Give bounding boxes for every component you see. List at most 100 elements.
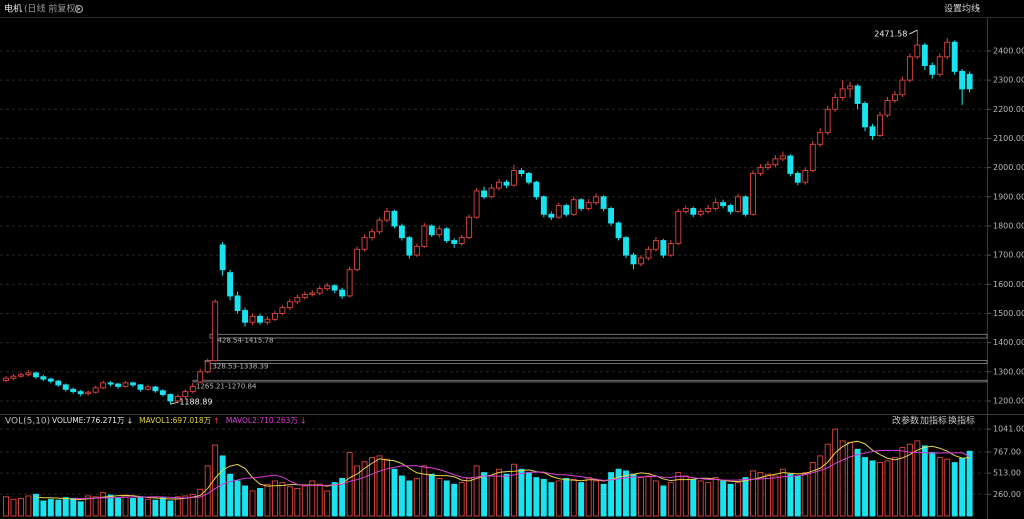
candle-body [294,296,301,303]
candle-body [645,248,652,259]
candle-body [623,237,629,256]
ma-settings[interactable]: 设置均线 [944,3,980,15]
volume-bar [652,480,659,517]
candle-body [899,79,906,96]
candle-body [660,240,667,256]
volume-bar [227,473,234,517]
candle-body [847,85,854,90]
volume-bar [832,428,839,517]
volume-bar [750,470,756,517]
volume-bar [249,490,256,517]
candle-body [794,173,801,183]
candle-body [570,199,577,215]
volume-bar [413,477,420,517]
volume-bar [787,473,794,517]
candle-body [690,208,697,215]
candle-body [204,361,211,373]
candle-body [152,386,159,392]
legend-entry: MAVOL2:710.263万 [226,416,299,425]
volume-bar [600,483,607,517]
volume-bar [271,480,278,517]
candle-body [914,44,921,58]
candle-body [802,170,809,183]
candle-body [219,244,226,271]
candle-body [55,380,62,386]
volume-bar [219,455,226,517]
volume-bar [361,461,368,517]
y-tick-label: 2100.00 [993,134,1024,143]
volume-bar [794,475,801,517]
button[interactable]: 加指标 [920,415,947,427]
gear-center[interactable] [77,7,81,11]
candle-body [809,143,816,171]
volume-legend: VOLUME:776.271万 ↓ MAVOL1:697.018万 ↑ MAVOL2:7… [52,416,307,426]
volume-bar [182,495,189,517]
candle-body [667,243,674,256]
volume-bar [593,480,600,517]
volume-bar [757,472,764,517]
legend-trend: ↓ [300,417,307,426]
candle-body [772,158,779,166]
candle-body [271,313,278,320]
candle-body [107,382,114,385]
candle-body [257,315,263,323]
volume-bar [481,472,488,517]
volume-bar [391,468,398,517]
candle-body [331,285,338,291]
volume-bar [32,493,39,517]
candle-body [929,65,936,75]
candle-body [391,210,398,227]
candle-body [481,190,488,198]
gear[interactable] [74,4,84,14]
candle-body [891,94,898,101]
candle-body [242,310,248,323]
volume-bar [137,496,144,517]
volume-bar [525,472,532,517]
volume-bar [144,498,151,517]
volume-bar [122,494,129,517]
button[interactable]: 换指标 [948,415,975,427]
volume-bar [735,482,742,517]
gap-label: 1328.53-1338.39 [208,363,268,371]
settings-icon[interactable] [74,4,84,14]
candle-body [10,375,17,379]
volume-bar [130,498,136,517]
candle-body [167,394,174,402]
candle-body [227,272,234,297]
volume-bar [540,478,547,517]
candle-body [608,208,615,224]
y-tick-label: 1300.00 [993,367,1024,376]
candle-body [451,240,458,244]
max-label: 2471.58 [874,30,907,39]
volume-bar [608,472,615,517]
candle-body [436,228,443,236]
candle-body [77,391,84,395]
candle-body [324,285,331,290]
volume-bar [533,477,540,517]
candle-body [869,126,876,136]
indicator-name: VOL(5,10) [5,417,50,427]
y-tick-label: 1600.00 [993,280,1024,289]
candle-body [249,315,256,323]
candle-body [966,73,973,90]
volume-bar [503,473,510,517]
candle-body [100,382,107,389]
volume-bar [264,483,271,517]
candle-body [384,210,390,221]
candle-body [428,225,435,236]
volume-bar [242,485,248,517]
candle-body [70,388,77,393]
y-tick-label: 260.00 [993,490,1021,499]
chart-mode: (日线 前复权) [24,3,79,15]
candle-body [563,205,570,215]
candle-body [511,170,517,186]
volume-bar [159,497,166,517]
candle-body [286,301,293,309]
y-tick-label: 1400.00 [993,338,1024,347]
volume-bar [824,443,831,517]
button[interactable]: 改参数 [892,415,919,427]
gap-label: 1428.54-1415.78 [213,336,273,344]
candle-body [854,85,861,104]
volume-bar [40,500,47,517]
